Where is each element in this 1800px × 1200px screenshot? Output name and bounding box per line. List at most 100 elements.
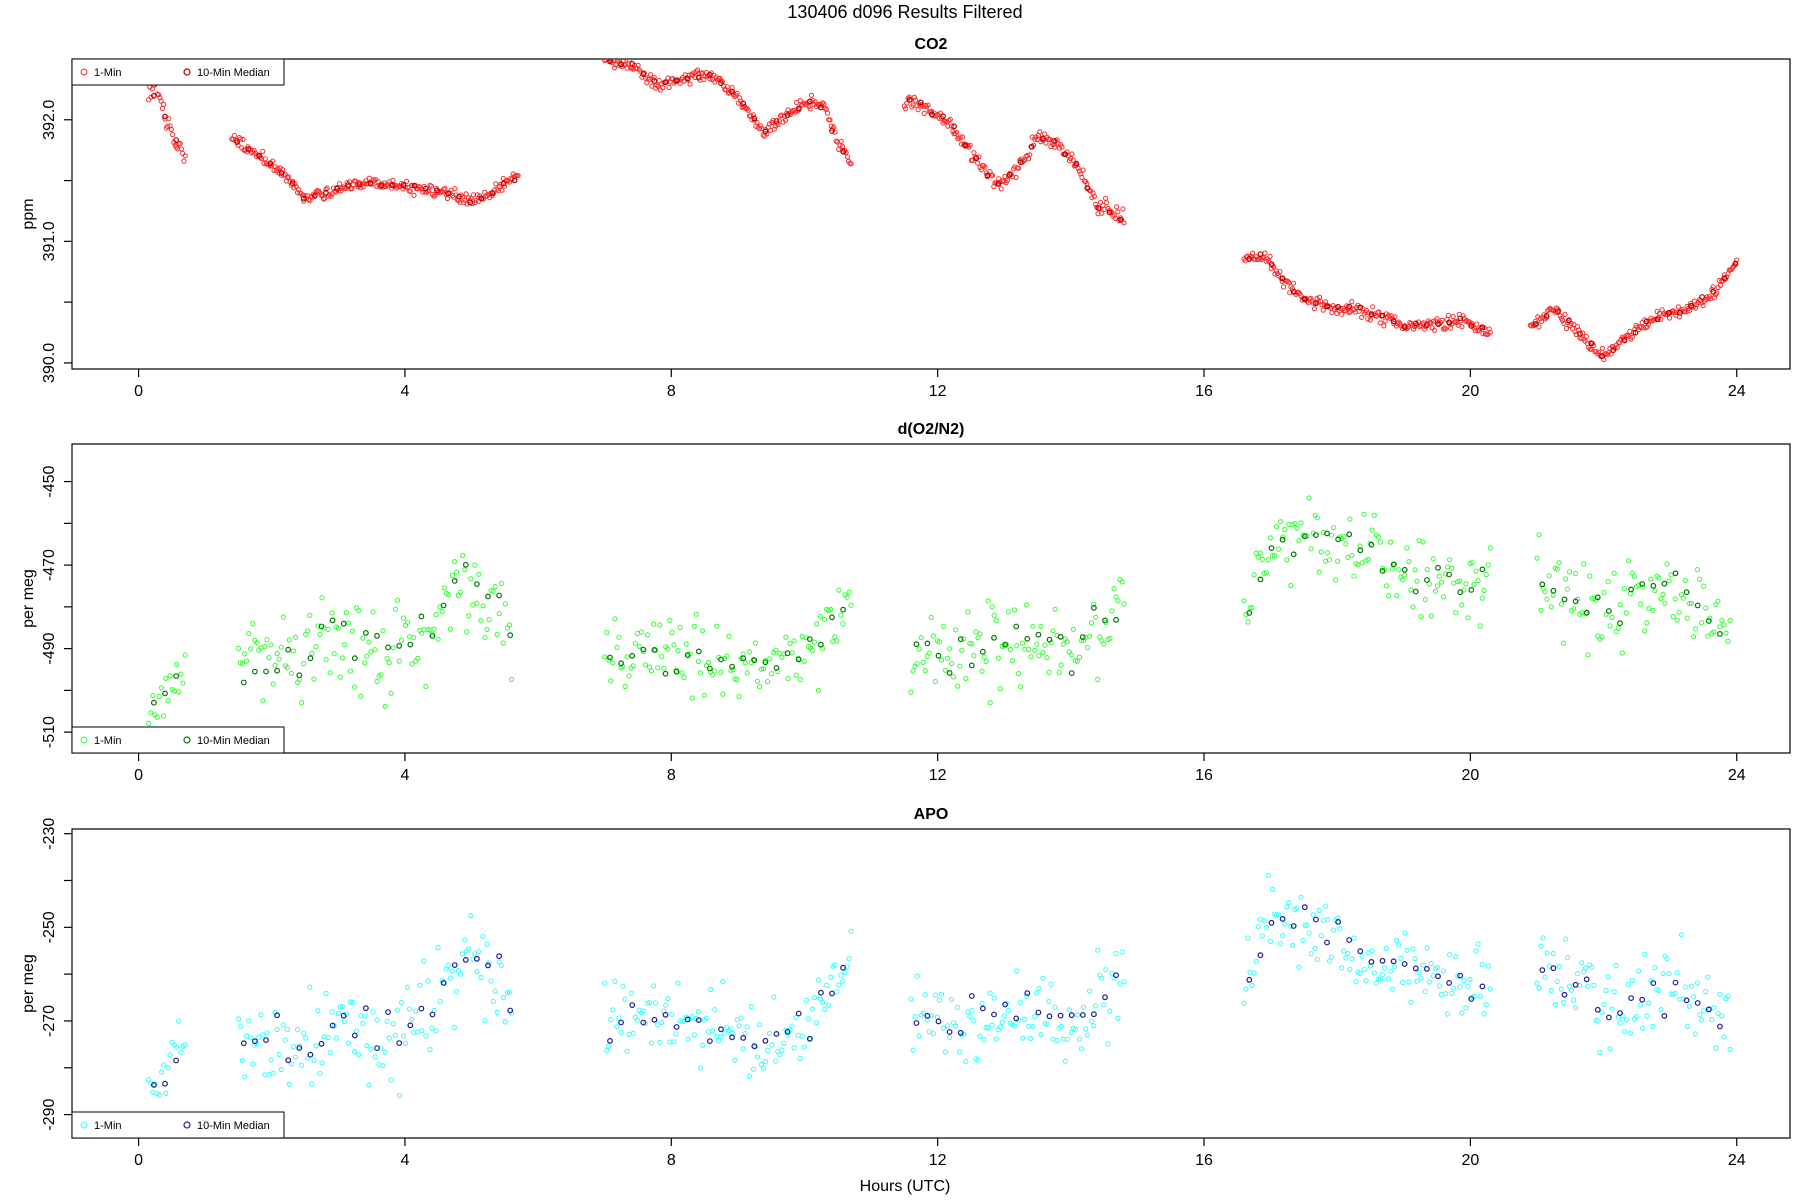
one-min-point [1483, 572, 1489, 578]
one-min-point [726, 633, 732, 639]
one-min-point [163, 1090, 169, 1097]
ten-min-median-point [1683, 997, 1690, 1004]
one-min-point [447, 626, 453, 632]
ten-min-median-point [363, 630, 369, 636]
one-min-point [1398, 955, 1404, 962]
ten-min-median-point [285, 646, 292, 653]
one-min-point [1046, 669, 1052, 676]
one-min-point [246, 1018, 252, 1024]
ten-min-median-point [818, 104, 824, 111]
one-min-point [1644, 1013, 1650, 1019]
one-min-point [1078, 1046, 1085, 1052]
one-min-point [345, 1040, 352, 1046]
one-min-point [415, 655, 421, 662]
y-tick-label: 391.0 [41, 221, 58, 261]
one-min-point [1692, 1031, 1699, 1037]
one-min-point [734, 90, 740, 96]
ten-min-median-point [924, 1012, 931, 1019]
one-min-point [1686, 307, 1693, 314]
one-min-point [659, 654, 665, 660]
one-min-point [836, 982, 842, 988]
one-min-point [917, 103, 924, 109]
one-min-point [462, 937, 468, 943]
ten-min-median-point [1539, 967, 1546, 973]
one-min-point [468, 912, 474, 919]
one-min-point [1060, 641, 1066, 647]
one-min-point [746, 649, 752, 655]
one-min-point [315, 623, 321, 629]
one-min-point [754, 119, 760, 125]
one-min-point [176, 689, 182, 695]
one-min-point [926, 1029, 932, 1035]
one-min-point [1241, 1000, 1247, 1007]
one-min-point [292, 634, 299, 640]
one-min-point [1579, 960, 1585, 966]
one-min-point [1595, 1018, 1601, 1024]
ten-min-median-point [1335, 304, 1341, 310]
one-min-point [468, 576, 474, 582]
one-min-point [930, 633, 936, 639]
ten-min-median-point [1457, 589, 1464, 596]
one-min-point [689, 695, 695, 701]
one-min-point [364, 1043, 370, 1049]
one-min-point [1479, 595, 1485, 601]
one-min-point [644, 632, 651, 638]
one-min-point [1672, 596, 1678, 602]
one-min-point [844, 594, 850, 600]
one-min-point [1465, 983, 1471, 989]
one-min-point [801, 1044, 807, 1050]
one-min-point [1018, 684, 1024, 690]
one-min-point [1074, 1012, 1081, 1018]
one-min-point [323, 657, 329, 663]
one-min-point [1281, 284, 1287, 290]
one-min-point [1420, 962, 1426, 968]
one-min-point [1273, 524, 1280, 530]
one-min-point [482, 634, 488, 640]
ten-min-median-point [1028, 143, 1035, 150]
panel-title: d(O2/N2) [898, 421, 965, 438]
one-min-point [1104, 200, 1110, 206]
one-min-point [953, 627, 959, 633]
one-min-point [1558, 601, 1565, 607]
one-min-point [1385, 593, 1392, 599]
one-min-point [1064, 1036, 1070, 1043]
one-min-point [646, 999, 653, 1006]
one-min-point [1721, 622, 1727, 628]
ten-min-median-point [1583, 609, 1590, 616]
one-min-point [508, 676, 515, 683]
ten-min-median-point [1268, 545, 1275, 551]
ten-min-median-point [429, 633, 436, 639]
one-min-point [1363, 978, 1369, 984]
ten-min-median-point [1268, 919, 1275, 926]
one-min-point [327, 670, 333, 676]
one-min-point [1316, 907, 1322, 914]
one-min-point [347, 668, 354, 674]
ten-min-median-point [1051, 137, 1057, 144]
ten-min-median-point [1716, 631, 1723, 637]
one-min-point [1075, 165, 1081, 171]
one-min-point [946, 118, 952, 124]
one-min-point [1353, 979, 1359, 985]
one-min-point [1257, 550, 1263, 556]
one-min-point [1646, 1000, 1652, 1006]
one-min-point [981, 654, 987, 660]
one-min-point [1115, 209, 1121, 215]
one-min-point [811, 639, 818, 645]
one-min-point [665, 646, 671, 652]
one-min-point [636, 643, 642, 650]
one-min-point [838, 138, 844, 144]
one-min-point [1059, 144, 1065, 150]
one-min-point [982, 164, 988, 170]
one-min-point [824, 982, 830, 989]
ten-min-median-point [1257, 576, 1264, 583]
one-min-point [1085, 645, 1091, 651]
ten-min-median-point [1632, 329, 1639, 336]
ten-min-median-point [1621, 337, 1628, 344]
one-min-point [691, 70, 697, 76]
one-min-point [1011, 1023, 1018, 1029]
one-min-point [370, 1009, 376, 1015]
ten-min-median-point [707, 71, 713, 78]
one-min-point [1416, 970, 1422, 976]
ten-min-median-point [1346, 937, 1353, 943]
one-min-point [463, 191, 469, 197]
